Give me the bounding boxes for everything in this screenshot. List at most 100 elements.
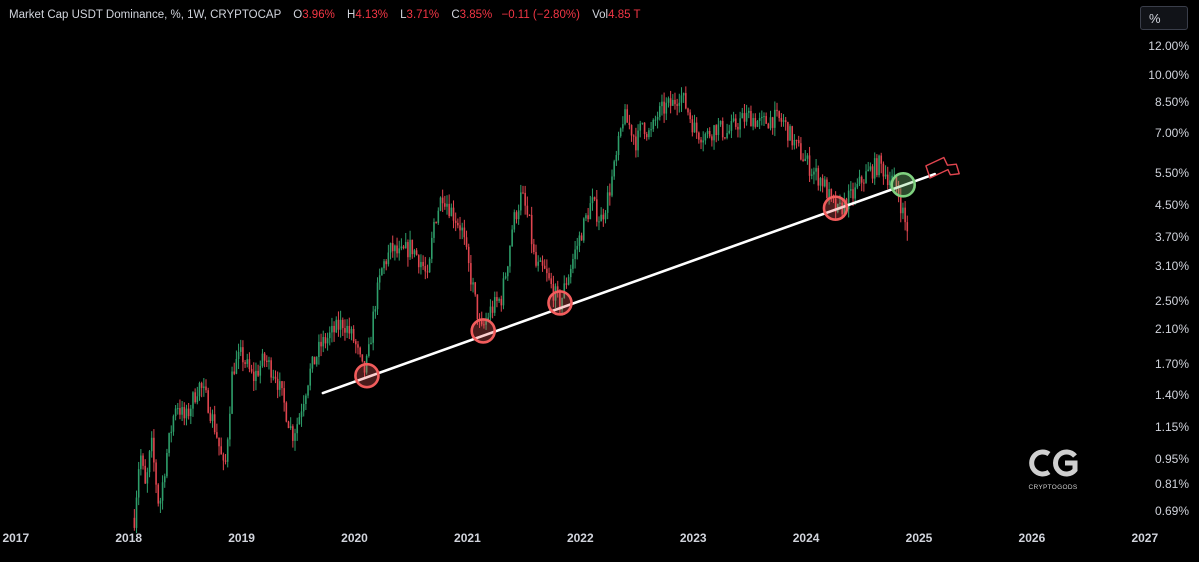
candle-body bbox=[702, 140, 704, 143]
candle-body bbox=[183, 407, 186, 419]
candle-body bbox=[823, 179, 826, 187]
candle-body bbox=[858, 176, 861, 184]
candle-body bbox=[404, 242, 407, 249]
candle-body bbox=[476, 294, 479, 320]
candle-body bbox=[567, 277, 570, 285]
candle-body bbox=[361, 354, 364, 362]
candle-body bbox=[578, 235, 581, 246]
candle-body bbox=[437, 210, 440, 223]
candle-body bbox=[176, 408, 179, 410]
candle-body bbox=[830, 189, 833, 196]
candle-body bbox=[222, 454, 225, 461]
candle-body bbox=[685, 93, 687, 109]
candle-body bbox=[891, 175, 893, 181]
candle-body bbox=[743, 113, 746, 122]
legend-high-value: 4.13% bbox=[355, 9, 388, 21]
candle-body bbox=[695, 122, 698, 133]
candle-body bbox=[639, 123, 642, 131]
drawings-layer bbox=[321, 156, 960, 395]
percent-scale-button[interactable]: % bbox=[1140, 6, 1188, 30]
candle-body bbox=[886, 174, 889, 186]
candle-body bbox=[144, 465, 147, 484]
legend-title[interactable]: Market Cap USDT Dominance, %, 1W, CRYPTO… bbox=[9, 9, 282, 21]
candle-body bbox=[654, 119, 657, 121]
candle-body bbox=[166, 452, 168, 477]
cryptogods-logo-icon bbox=[1029, 449, 1078, 477]
candle-body bbox=[155, 462, 157, 485]
candle-body bbox=[302, 403, 305, 412]
candle-body bbox=[624, 109, 626, 125]
candle-body bbox=[854, 187, 856, 199]
x-tick-label: 2020 bbox=[341, 531, 368, 545]
candle-body bbox=[515, 212, 518, 220]
candle-body bbox=[374, 309, 377, 312]
candle-body bbox=[602, 214, 605, 220]
candle-body bbox=[307, 385, 309, 396]
candle-body bbox=[294, 433, 296, 441]
candle-body bbox=[528, 214, 531, 216]
legend-close-value: 3.85% bbox=[459, 9, 493, 21]
candle-body bbox=[576, 245, 579, 250]
candle-body bbox=[585, 215, 587, 219]
candle-body bbox=[341, 319, 344, 329]
candle-body bbox=[137, 469, 140, 498]
y-tick-label: 2.10% bbox=[1154, 322, 1189, 337]
candle-body bbox=[385, 261, 388, 265]
candle-body bbox=[674, 99, 676, 105]
candle-body bbox=[339, 319, 342, 330]
candle-body bbox=[420, 261, 422, 268]
candle-body bbox=[650, 129, 652, 131]
legend-change-value: −0.11 (−2.80%) bbox=[501, 9, 580, 21]
candle-body bbox=[706, 130, 709, 134]
candle-body bbox=[739, 118, 741, 130]
candle-body bbox=[133, 517, 136, 528]
candle-body bbox=[198, 383, 201, 397]
candle-body bbox=[493, 297, 496, 313]
candle-body bbox=[454, 220, 457, 223]
candle-body bbox=[331, 325, 333, 333]
legend-open-value: 3.96% bbox=[302, 9, 335, 21]
candle-body bbox=[335, 319, 338, 333]
candle-body bbox=[559, 291, 561, 311]
candle-body bbox=[889, 180, 891, 186]
candle-body bbox=[546, 268, 548, 274]
candle-body bbox=[591, 197, 594, 204]
candle-body bbox=[370, 342, 372, 345]
candle-body bbox=[689, 112, 691, 120]
candle-body bbox=[819, 178, 822, 186]
candle-body bbox=[292, 426, 294, 441]
candle-body bbox=[452, 207, 455, 221]
candle-body bbox=[446, 203, 448, 207]
candle-body bbox=[368, 344, 370, 356]
candle-body bbox=[880, 155, 883, 164]
candle-body bbox=[541, 260, 544, 266]
candle-body bbox=[641, 122, 644, 124]
candle-body bbox=[533, 244, 535, 253]
candle-body bbox=[148, 451, 151, 473]
candle-body bbox=[771, 117, 774, 128]
symbol-legend: Market Cap USDT Dominance, %, 1W, CRYPTO… bbox=[9, 9, 641, 21]
candle-body bbox=[185, 408, 188, 419]
candle-body bbox=[606, 192, 609, 213]
candle-body bbox=[246, 359, 249, 364]
candle-body bbox=[233, 371, 236, 374]
candle-body bbox=[504, 276, 507, 279]
candle-body bbox=[480, 319, 483, 325]
candle-body bbox=[873, 158, 876, 179]
candle-body bbox=[721, 120, 724, 138]
candle-body bbox=[784, 120, 787, 123]
candle-body bbox=[359, 347, 361, 355]
candle-body bbox=[628, 122, 631, 126]
candle-body bbox=[309, 368, 312, 386]
candle-body bbox=[220, 446, 222, 455]
hammer-icon-shape bbox=[925, 156, 960, 179]
candle-body bbox=[530, 215, 533, 245]
x-tick-label: 2019 bbox=[228, 531, 255, 545]
candle-body bbox=[237, 351, 240, 359]
candle-body bbox=[263, 353, 266, 361]
legend-high-label: H bbox=[347, 9, 356, 21]
candle-body bbox=[218, 437, 220, 447]
x-tick-label: 2017 bbox=[2, 531, 30, 545]
